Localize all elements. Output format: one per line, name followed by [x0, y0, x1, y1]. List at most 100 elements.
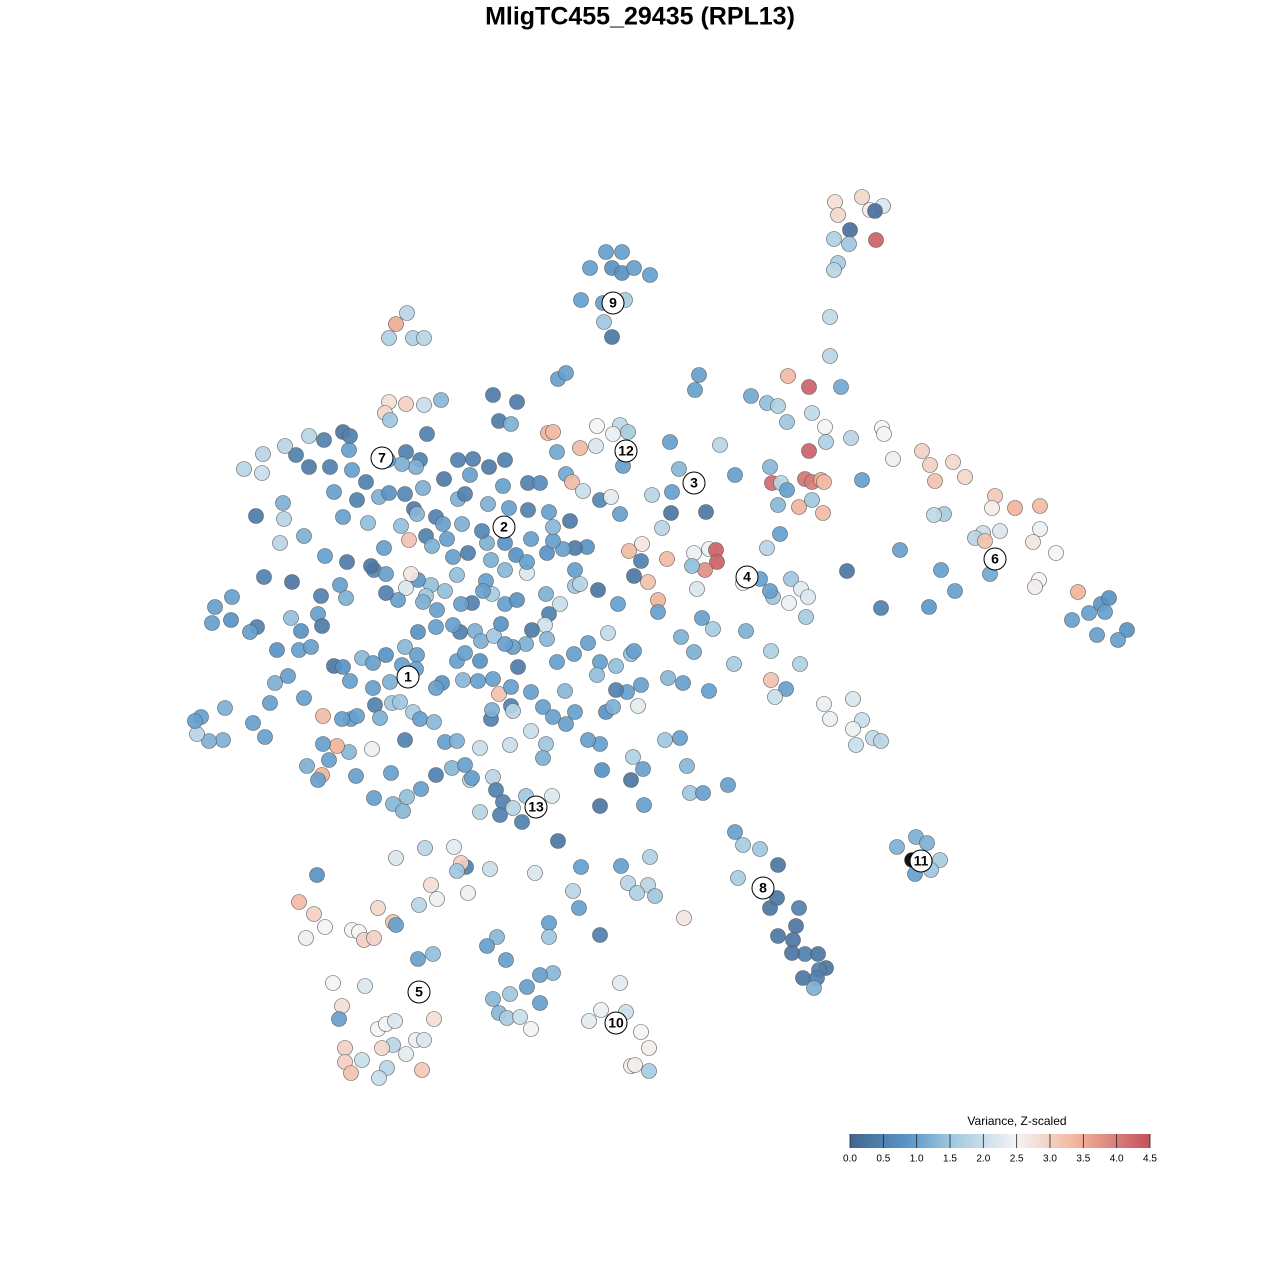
cluster-label: 8	[759, 880, 767, 896]
point	[344, 462, 360, 478]
point	[663, 505, 679, 521]
point	[588, 438, 604, 454]
colorbar-title: Variance, Z-scaled	[967, 1114, 1066, 1128]
point	[957, 469, 973, 485]
point	[276, 511, 292, 527]
point	[848, 737, 864, 753]
point	[364, 741, 380, 757]
point	[410, 951, 426, 967]
colorbar-tick-label: 3.0	[1043, 1154, 1057, 1165]
point	[413, 781, 429, 797]
point	[922, 457, 938, 473]
point	[325, 975, 341, 991]
point	[827, 194, 843, 210]
point	[567, 704, 583, 720]
point	[603, 489, 619, 505]
point	[488, 782, 504, 798]
point	[686, 545, 702, 561]
point	[633, 553, 649, 569]
point	[743, 388, 759, 404]
point	[332, 577, 348, 593]
point	[697, 562, 713, 578]
point	[921, 599, 937, 615]
point	[372, 710, 388, 726]
point	[433, 392, 449, 408]
point	[342, 428, 358, 444]
point	[623, 772, 639, 788]
point	[255, 446, 271, 462]
point	[854, 472, 870, 488]
cluster-badge	[492, 515, 516, 539]
point	[791, 900, 807, 916]
point	[545, 533, 561, 549]
point	[357, 978, 373, 994]
point	[439, 531, 455, 547]
point	[223, 612, 239, 628]
point	[397, 639, 413, 655]
point	[465, 451, 481, 467]
point	[642, 267, 658, 283]
point	[335, 659, 351, 675]
point	[822, 348, 838, 364]
point	[454, 516, 470, 532]
point	[429, 602, 445, 618]
point	[580, 732, 596, 748]
point	[605, 426, 621, 442]
cluster-label: 10	[608, 1015, 624, 1031]
point	[927, 473, 943, 489]
point	[497, 562, 513, 578]
cluster-label: 3	[690, 475, 698, 491]
point	[505, 800, 521, 816]
point	[313, 588, 329, 604]
point	[291, 894, 307, 910]
point	[256, 569, 272, 585]
point	[842, 222, 858, 238]
point	[374, 1040, 390, 1056]
cluster-badge	[682, 471, 706, 495]
point	[558, 365, 574, 381]
point	[791, 499, 807, 515]
point	[626, 260, 642, 276]
point	[1101, 590, 1117, 606]
point	[365, 655, 381, 671]
point	[397, 486, 413, 502]
point	[675, 675, 691, 691]
point	[329, 738, 345, 754]
point	[671, 461, 687, 477]
point	[376, 540, 392, 556]
point	[275, 495, 291, 511]
point	[566, 646, 582, 662]
point	[449, 733, 465, 749]
point	[783, 571, 799, 587]
point	[408, 459, 424, 475]
point	[868, 232, 884, 248]
point	[523, 531, 539, 547]
point	[659, 551, 675, 567]
point	[242, 624, 258, 640]
point	[301, 459, 317, 475]
point	[792, 656, 808, 672]
point	[541, 915, 557, 931]
point	[889, 839, 905, 855]
point	[283, 610, 299, 626]
point	[398, 1046, 414, 1062]
point	[687, 382, 703, 398]
cluster-badge	[601, 291, 625, 315]
point	[472, 653, 488, 669]
colorbar-tick-label: 3.5	[1076, 1154, 1090, 1165]
cluster-label: 7	[378, 450, 386, 466]
point	[316, 432, 332, 448]
point	[1110, 632, 1126, 648]
point	[691, 367, 707, 383]
point	[1064, 612, 1080, 628]
point	[462, 467, 478, 483]
point	[360, 515, 376, 531]
point	[435, 516, 451, 532]
point	[310, 772, 326, 788]
point	[573, 292, 589, 308]
point	[486, 628, 502, 644]
cluster-label: 4	[743, 569, 751, 585]
point	[309, 867, 325, 883]
point	[501, 500, 517, 516]
point	[497, 636, 513, 652]
